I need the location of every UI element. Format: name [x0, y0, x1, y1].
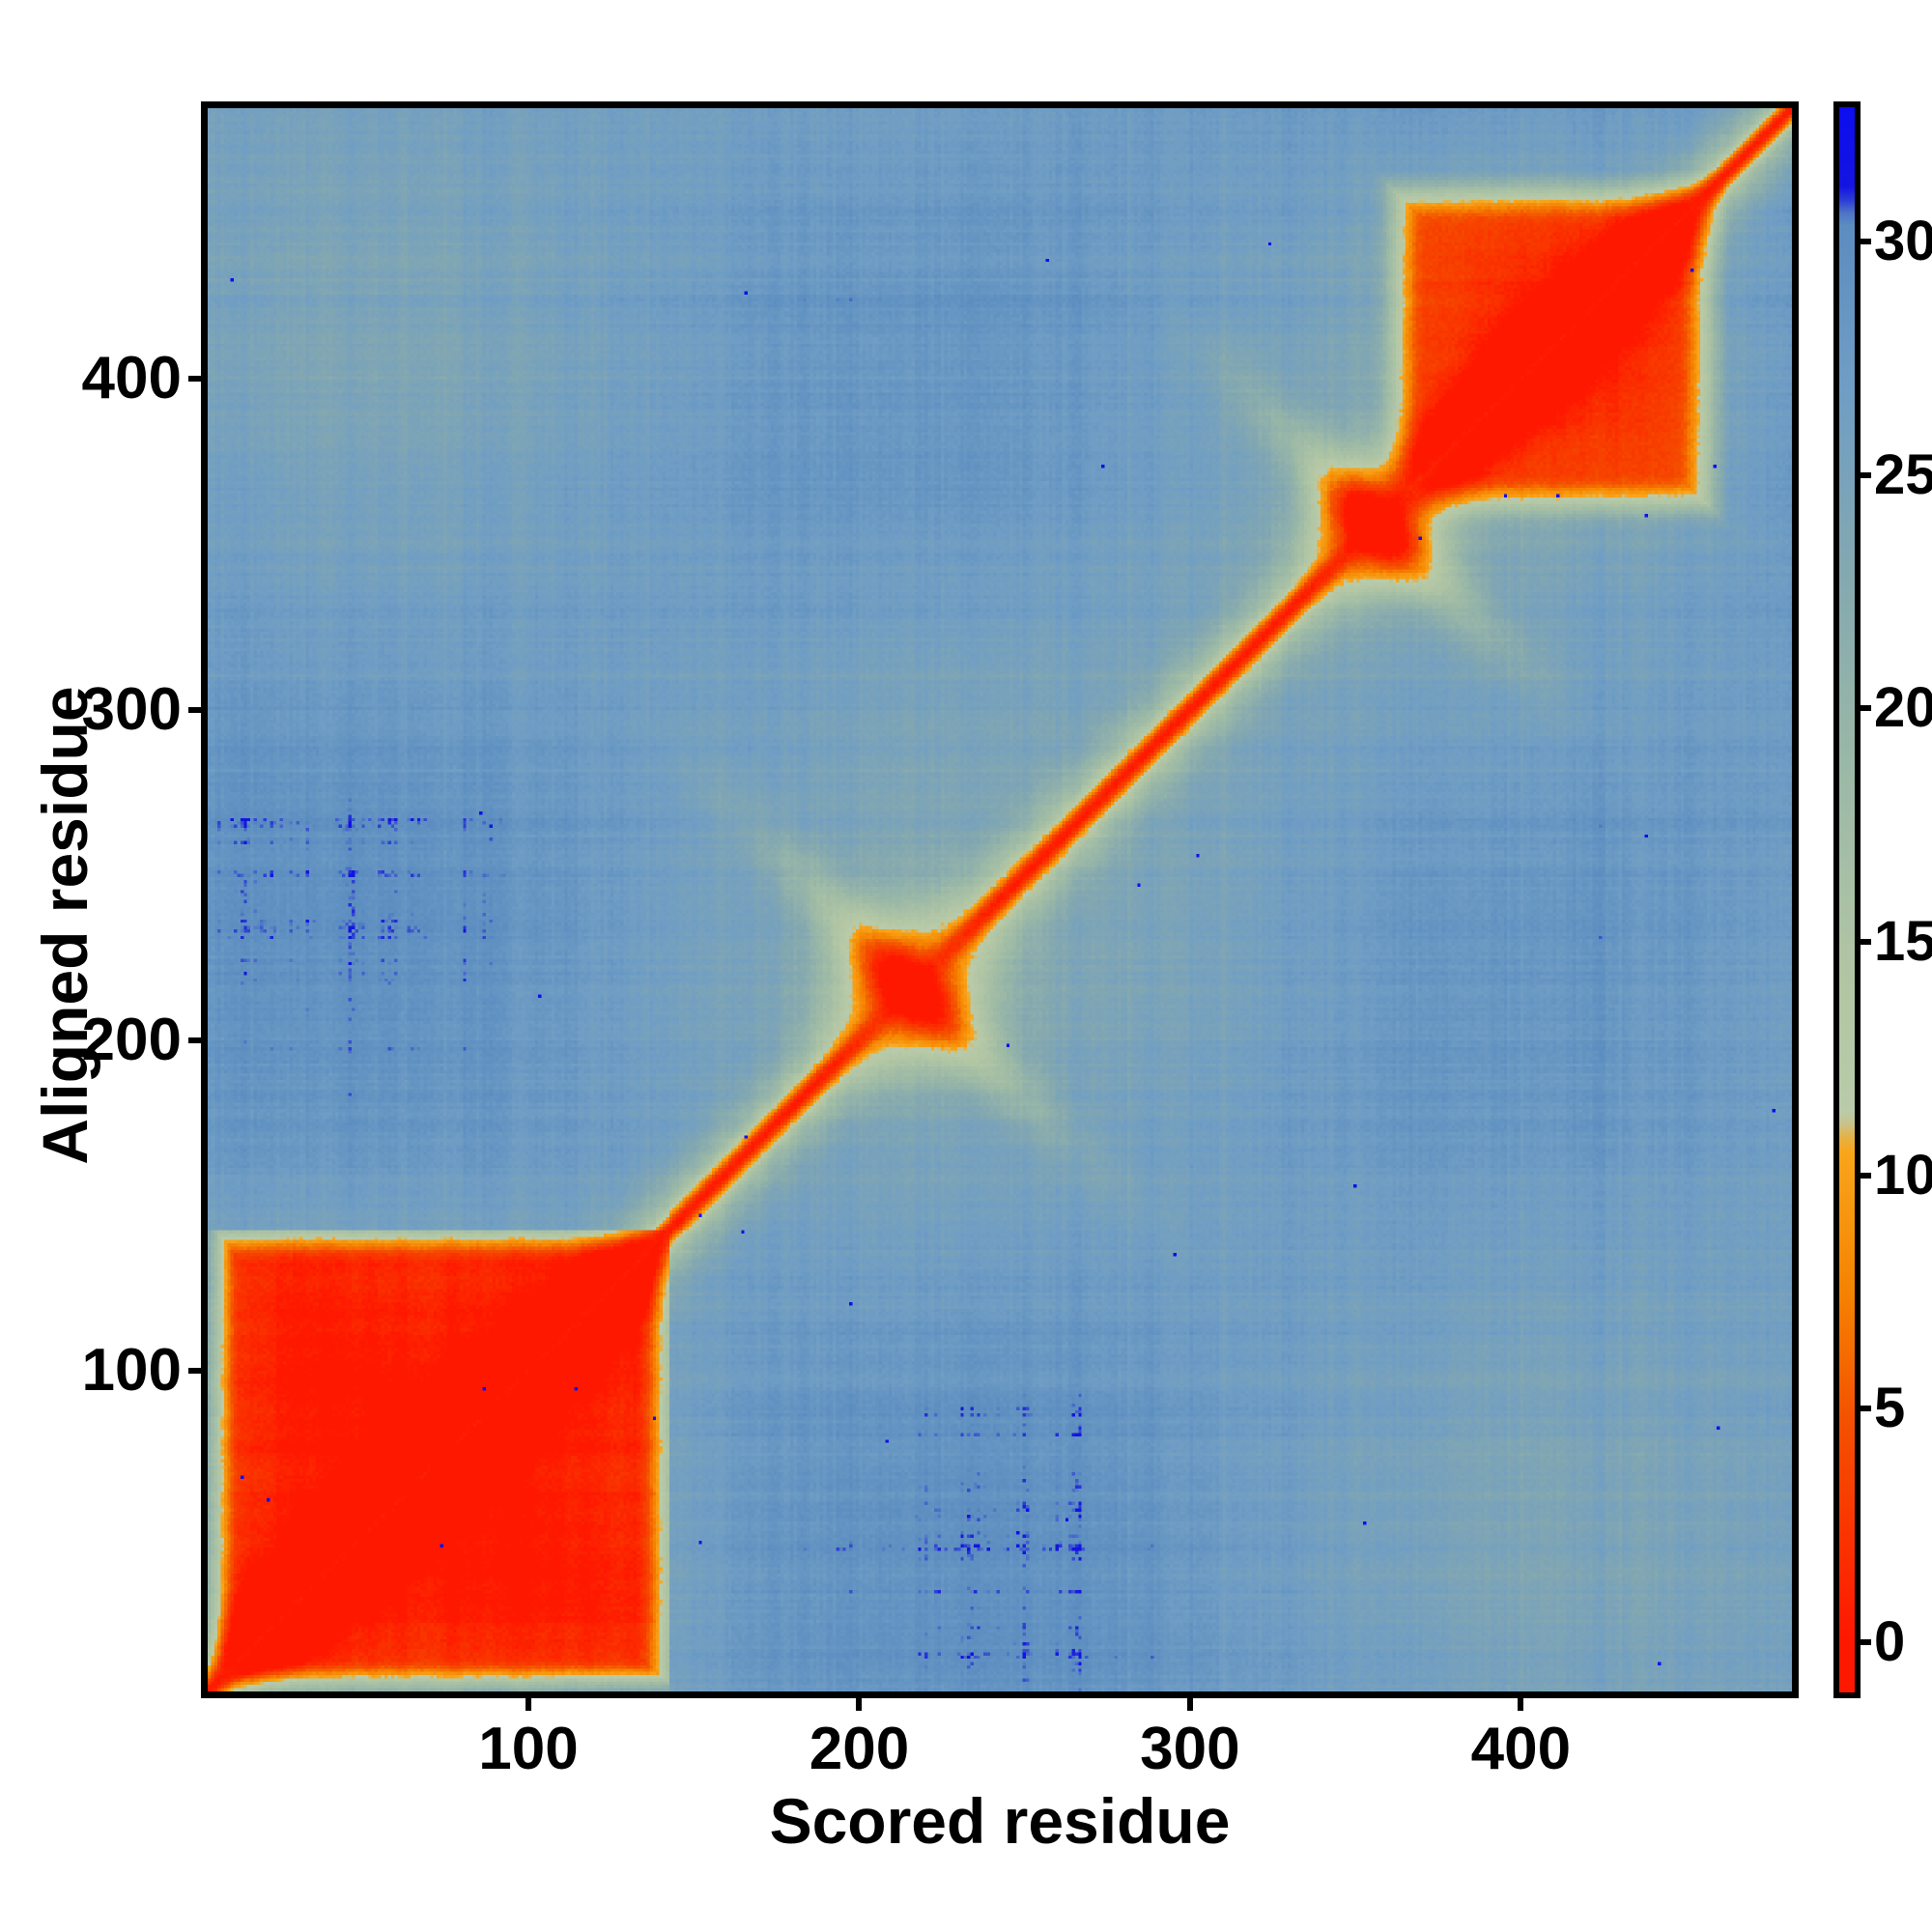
heatmap-plot-area: [201, 101, 1799, 1698]
colorbar: [1833, 101, 1861, 1698]
y-tick-label: 200: [81, 1006, 182, 1073]
x-tick-mark: [526, 1694, 532, 1711]
colorbar-tick-mark: [1859, 239, 1871, 244]
x-axis-title: Scored residue: [769, 1785, 1231, 1857]
y-tick-mark: [188, 1037, 205, 1043]
colorbar-tick-mark: [1859, 939, 1871, 945]
colorbar-tick-label: 20: [1874, 676, 1932, 740]
colorbar-tick-label: 0: [1874, 1610, 1906, 1673]
x-tick-label: 300: [1140, 1716, 1240, 1782]
x-tick-label: 100: [478, 1716, 579, 1782]
x-tick-label: 200: [809, 1716, 910, 1782]
colorbar-tick-mark: [1859, 705, 1871, 712]
x-tick-mark: [856, 1694, 863, 1711]
x-tick-mark: [1518, 1694, 1524, 1711]
colorbar-tick-mark: [1859, 1639, 1871, 1645]
colorbar-tick-label: 5: [1874, 1377, 1906, 1440]
colorbar-tick-mark: [1859, 1406, 1871, 1412]
x-tick-label: 400: [1470, 1716, 1572, 1782]
colorbar-tick-label: 15: [1874, 910, 1932, 973]
y-tick-mark: [188, 376, 205, 383]
y-tick-mark: [188, 1368, 205, 1375]
colorbar-tick-mark: [1859, 471, 1871, 478]
y-tick-label: 300: [81, 675, 182, 743]
colorbar-tick-label: 30: [1874, 210, 1932, 272]
y-tick-label: 400: [81, 345, 182, 412]
x-tick-mark: [1186, 1694, 1193, 1711]
y-tick-mark: [188, 706, 205, 713]
y-tick-label: 100: [81, 1337, 182, 1405]
colorbar-tick-label: 10: [1874, 1143, 1932, 1207]
heatmap-canvas: [208, 108, 1792, 1691]
colorbar-gradient: [1839, 107, 1855, 1692]
colorbar-tick-label: 25: [1874, 442, 1932, 506]
y-axis-title: Aligned residue: [29, 686, 100, 1165]
colorbar-tick-mark: [1859, 1172, 1871, 1179]
